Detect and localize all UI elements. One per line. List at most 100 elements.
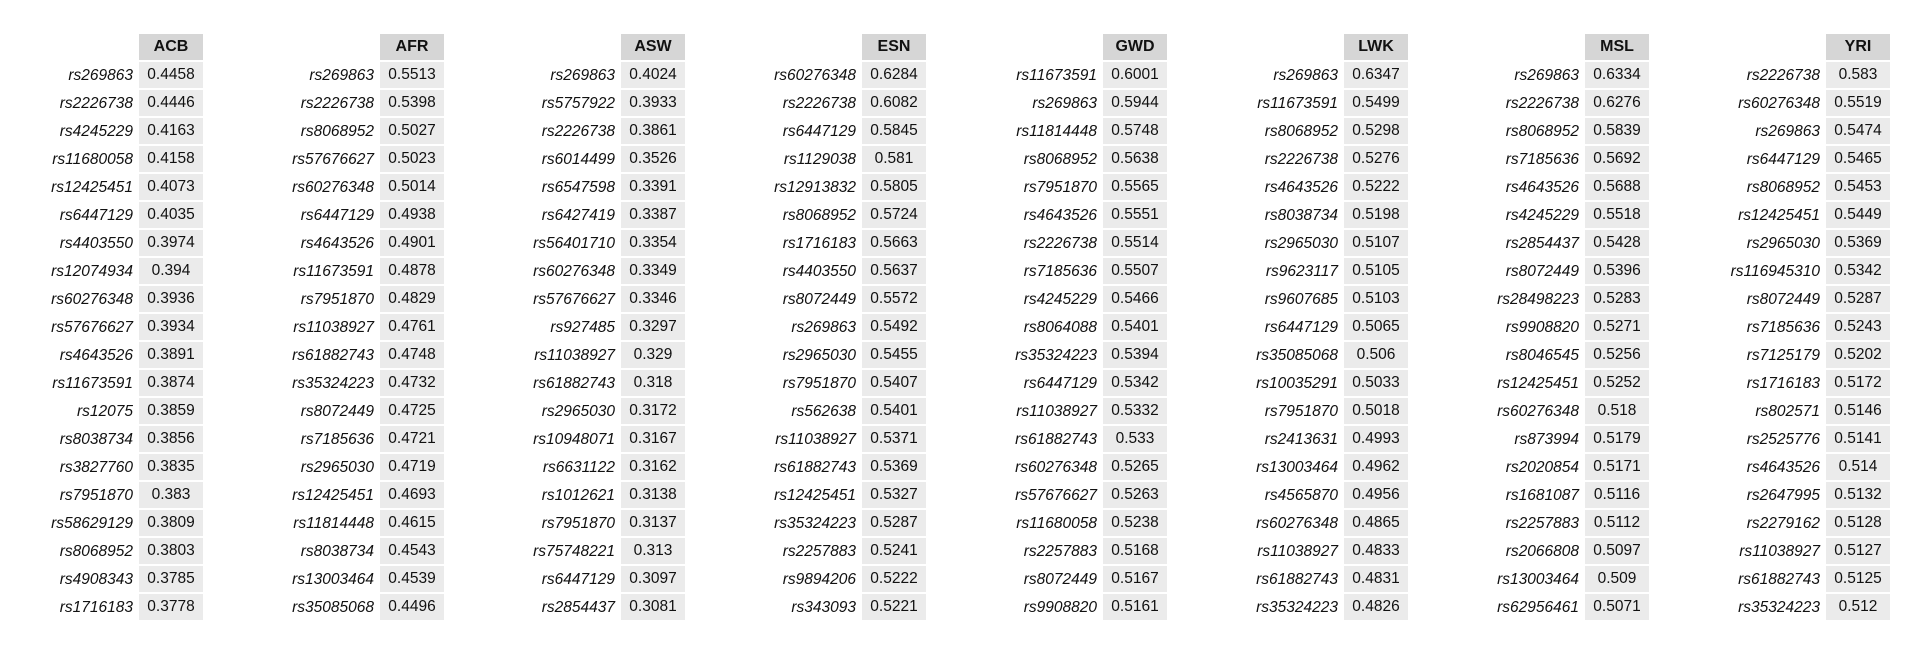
table-row: rs11673591 0.6001 bbox=[967, 62, 1167, 90]
snp-value: 0.5369 bbox=[862, 454, 926, 480]
snp-label: rs12425451 bbox=[1497, 375, 1579, 392]
snp-label: rs269863 bbox=[550, 67, 615, 84]
snp-label: rs8068952 bbox=[59, 543, 133, 560]
table-row: rs8068952 0.5298 bbox=[1208, 118, 1408, 146]
snp-label: rs6014499 bbox=[541, 151, 615, 168]
snp-value: 0.5453 bbox=[1826, 174, 1890, 200]
table-row: rs1716183 0.3778 bbox=[3, 594, 203, 622]
snp-label: rs60276348 bbox=[51, 291, 133, 308]
snp-value: 0.5168 bbox=[1103, 538, 1167, 564]
snp-value: 0.4993 bbox=[1344, 426, 1408, 452]
snp-value: 0.5944 bbox=[1103, 90, 1167, 116]
snp-label: rs1681087 bbox=[1505, 487, 1579, 504]
table-row: rs60276348 0.518 bbox=[1449, 398, 1649, 426]
snp-label: rs4643526 bbox=[1505, 179, 1579, 196]
table-row: rs7951870 0.5407 bbox=[726, 370, 926, 398]
snp-label: rs61882743 bbox=[1015, 431, 1097, 448]
snp-label: rs2965030 bbox=[300, 459, 374, 476]
snp-value: 0.4163 bbox=[139, 118, 203, 144]
table-row: rs7125179 0.5202 bbox=[1690, 342, 1890, 370]
table-row: rs9894206 0.5222 bbox=[726, 566, 926, 594]
snp-value: 0.4446 bbox=[139, 90, 203, 116]
table-row: rs4403550 0.5637 bbox=[726, 258, 926, 286]
table-row: rs2226738 0.5398 bbox=[244, 90, 444, 118]
snp-label: rs2020854 bbox=[1505, 459, 1579, 476]
table-row: rs6447129 0.5065 bbox=[1208, 314, 1408, 342]
table-row: rs9908820 0.5161 bbox=[967, 594, 1167, 622]
table-row: rs13003464 0.4962 bbox=[1208, 454, 1408, 482]
snp-label: rs1716183 bbox=[782, 235, 856, 252]
table-row: rs269863 0.5944 bbox=[967, 90, 1167, 118]
table-row: rs13003464 0.4539 bbox=[244, 566, 444, 594]
snp-value: 0.5637 bbox=[862, 258, 926, 284]
snp-value: 0.4543 bbox=[380, 538, 444, 564]
table-row: rs11038927 0.5332 bbox=[967, 398, 1167, 426]
table-row: rs6447129 0.5845 bbox=[726, 118, 926, 146]
snp-label: rs60276348 bbox=[774, 67, 856, 84]
table-row: rs60276348 0.6284 bbox=[726, 62, 926, 90]
snp-value: 0.5371 bbox=[862, 426, 926, 452]
snp-label: rs13003464 bbox=[1256, 459, 1338, 476]
table-row: rs35085068 0.506 bbox=[1208, 342, 1408, 370]
snp-label: rs60276348 bbox=[292, 179, 374, 196]
panel-yri: YRI rs2226738 0.583 rs60276348 0.5519 rs26986… bbox=[1690, 34, 1890, 622]
snp-value: 0.3162 bbox=[621, 454, 685, 480]
snp-label: rs2854437 bbox=[541, 599, 615, 616]
snp-value: 0.4878 bbox=[380, 258, 444, 284]
panel-header: ASW bbox=[485, 34, 685, 62]
snp-value: 0.3346 bbox=[621, 286, 685, 312]
snp-label: rs8068952 bbox=[1746, 179, 1820, 196]
table-row: rs7951870 0.3137 bbox=[485, 510, 685, 538]
table-row: rs28498223 0.5283 bbox=[1449, 286, 1649, 314]
snp-value: 0.6284 bbox=[862, 62, 926, 88]
snp-value: 0.5298 bbox=[1344, 118, 1408, 144]
table-row: rs4643526 0.5551 bbox=[967, 202, 1167, 230]
snp-label: rs2257883 bbox=[782, 543, 856, 560]
table-row: rs9623117 0.5105 bbox=[1208, 258, 1408, 286]
snp-value: 0.3874 bbox=[139, 370, 203, 396]
snp-value: 0.5507 bbox=[1103, 258, 1167, 284]
snp-label: rs2647995 bbox=[1746, 487, 1820, 504]
snp-label: rs2226738 bbox=[1023, 235, 1097, 252]
table-row: rs8072449 0.5287 bbox=[1690, 286, 1890, 314]
table-row: rs57676627 0.5263 bbox=[967, 482, 1167, 510]
snp-value: 0.5342 bbox=[1103, 370, 1167, 396]
snp-value: 0.5845 bbox=[862, 118, 926, 144]
table-row: rs13003464 0.509 bbox=[1449, 566, 1649, 594]
table-row: rs4245229 0.4163 bbox=[3, 118, 203, 146]
snp-value: 0.3137 bbox=[621, 510, 685, 536]
snp-label: rs2226738 bbox=[1505, 95, 1579, 112]
snp-value: 0.5027 bbox=[380, 118, 444, 144]
table-row: rs269863 0.5474 bbox=[1690, 118, 1890, 146]
table-row: rs57676627 0.3346 bbox=[485, 286, 685, 314]
table-row: rs11038927 0.4833 bbox=[1208, 538, 1408, 566]
snp-label: rs8072449 bbox=[1023, 571, 1097, 588]
snp-label: rs10035291 bbox=[1256, 375, 1338, 392]
table-row: rs269863 0.5513 bbox=[244, 62, 444, 90]
table-row: rs35085068 0.4496 bbox=[244, 594, 444, 622]
snp-label: rs61882743 bbox=[1738, 571, 1820, 588]
snp-value: 0.5071 bbox=[1585, 594, 1649, 620]
snp-label: rs4643526 bbox=[59, 347, 133, 364]
snp-value: 0.5161 bbox=[1103, 594, 1167, 620]
table-row: rs61882743 0.4831 bbox=[1208, 566, 1408, 594]
snp-label: rs6631122 bbox=[542, 459, 615, 476]
snp-label: rs6547598 bbox=[541, 179, 615, 196]
snp-value: 0.318 bbox=[621, 370, 685, 396]
snp-value: 0.5332 bbox=[1103, 398, 1167, 424]
snp-value: 0.5748 bbox=[1103, 118, 1167, 144]
snp-label: rs60276348 bbox=[1738, 95, 1820, 112]
table-row: rs12075 0.3859 bbox=[3, 398, 203, 426]
snp-value: 0.583 bbox=[1826, 62, 1890, 88]
table-row: rs2965030 0.3172 bbox=[485, 398, 685, 426]
table-row: rs12425451 0.4073 bbox=[3, 174, 203, 202]
snp-label: rs35324223 bbox=[1256, 599, 1338, 616]
snp-value: 0.5222 bbox=[1344, 174, 1408, 200]
snp-label: rs8072449 bbox=[782, 291, 856, 308]
snp-value: 0.4829 bbox=[380, 286, 444, 312]
snp-value: 0.3097 bbox=[621, 566, 685, 592]
snp-value: 0.5724 bbox=[862, 202, 926, 228]
snp-value: 0.5172 bbox=[1826, 370, 1890, 396]
table-row: rs4643526 0.4901 bbox=[244, 230, 444, 258]
table-row: rs5757922 0.3933 bbox=[485, 90, 685, 118]
